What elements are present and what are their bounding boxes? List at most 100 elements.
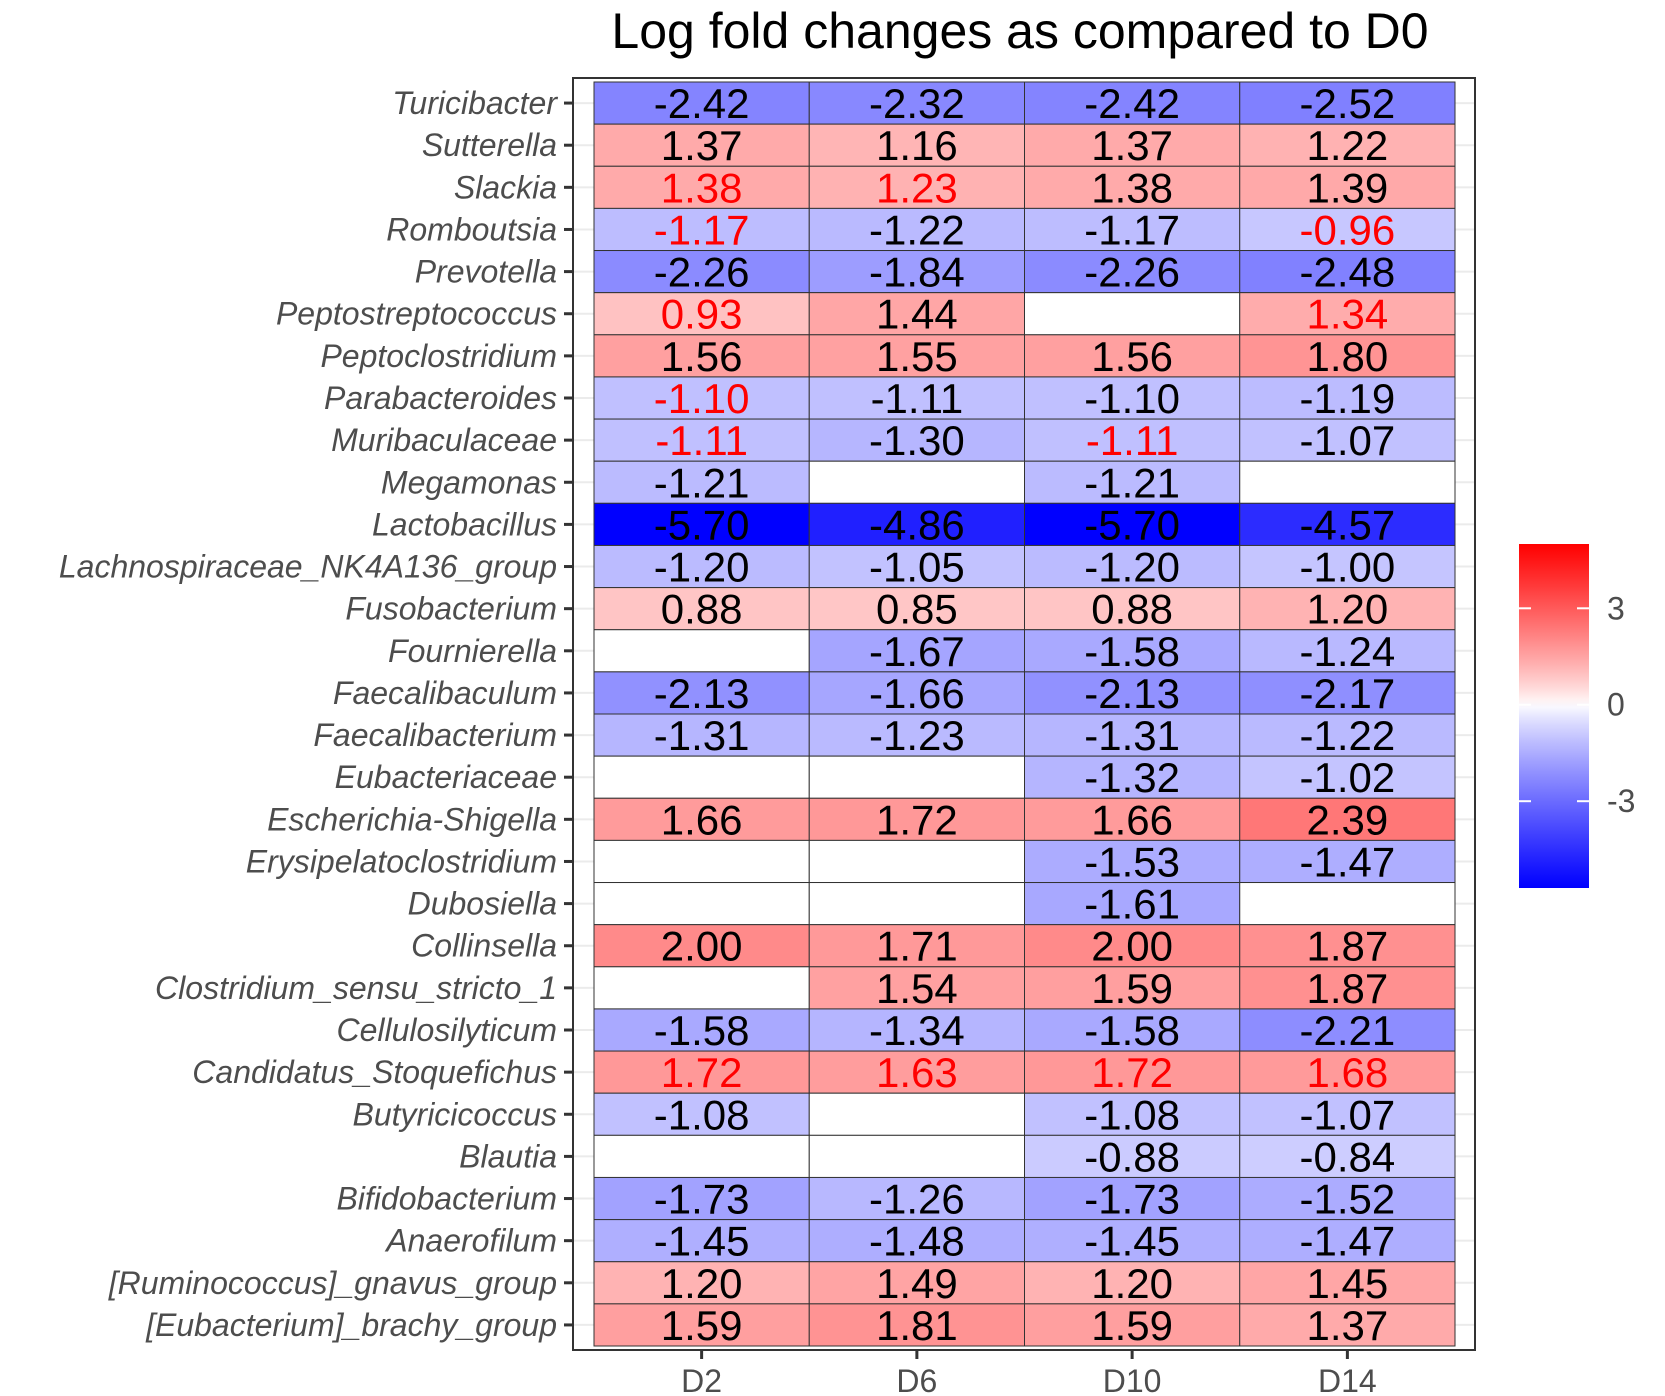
x-tick-label: D2 — [681, 1363, 722, 1396]
cell-value: -2.42 — [1084, 80, 1180, 127]
cell-value: -1.47 — [1300, 838, 1396, 885]
cell-value: -4.57 — [1300, 501, 1396, 548]
cell-value: 1.45 — [1307, 1260, 1389, 1307]
cell-value: -1.19 — [1300, 375, 1396, 422]
y-tick-label: Collinsella — [411, 928, 557, 964]
heatmap-cell — [1024, 376, 1241, 420]
cell-value: 1.87 — [1307, 965, 1389, 1012]
cell-value: 1.16 — [876, 122, 958, 169]
y-tick-label: Candidatus_Stoquefichus — [192, 1054, 557, 1090]
cell-value: -1.58 — [1084, 628, 1180, 675]
heatmap-cell — [1239, 671, 1456, 715]
cell-value: -1.11 — [871, 375, 964, 422]
heatmap-cell — [808, 207, 1025, 252]
heatmap-cell — [1239, 334, 1456, 378]
cell-value: -1.84 — [869, 249, 965, 296]
heatmap-cell — [1239, 1134, 1456, 1178]
cell-value: 1.66 — [661, 796, 743, 843]
heatmap-cell — [808, 1050, 1025, 1094]
heatmap-cell — [593, 1219, 810, 1263]
heatmap-cell — [593, 587, 810, 631]
heatmap-cell — [1024, 1092, 1241, 1136]
cell-value: 1.20 — [1091, 1260, 1173, 1307]
heatmap-cell — [808, 1303, 1025, 1347]
cell-value: -1.22 — [1300, 712, 1396, 759]
cell-value: 1.87 — [1307, 923, 1389, 970]
cell-value: 1.72 — [1091, 1049, 1173, 1096]
cell-value: 2.39 — [1307, 796, 1389, 843]
cell-value: -1.17 — [1084, 206, 1180, 253]
heatmap-cell — [1239, 1008, 1456, 1052]
y-tick-label: Eubacteriaceae — [335, 759, 557, 795]
y-tick-label: Blautia — [459, 1138, 557, 1174]
y-tick-label: Peptoclostridium — [320, 338, 557, 374]
heatmap-cell — [1239, 165, 1456, 209]
y-tick-label: Erysipelatoclostridium — [246, 843, 557, 879]
cell-value: -5.70 — [654, 501, 750, 548]
cell-value: 1.38 — [661, 164, 743, 211]
cell-value: 1.72 — [661, 1049, 743, 1096]
heatmap-cell — [808, 1092, 1025, 1136]
heatmap-cell — [1239, 1303, 1456, 1347]
y-tick-label: Butyricicoccus — [353, 1096, 558, 1132]
heatmap-cell — [808, 924, 1025, 968]
y-tick-label: [Ruminococcus]_gnavus_group — [108, 1265, 557, 1301]
heatmap-cell — [1239, 882, 1456, 926]
heatmap-cell — [808, 882, 1025, 926]
heatmap-cell — [1024, 81, 1241, 125]
cell-value: -2.13 — [654, 670, 750, 717]
heatmap-cell — [808, 755, 1025, 799]
cell-value: -0.88 — [1084, 1133, 1180, 1180]
heatmap-cell — [593, 1176, 810, 1221]
cell-value: -1.30 — [869, 417, 965, 464]
heatmap-cell — [593, 544, 810, 589]
cell-value: 0.93 — [661, 291, 743, 338]
heatmap-cell — [808, 671, 1025, 715]
y-tick-label: Fusobacterium — [345, 591, 557, 627]
heatmap-cell — [593, 418, 810, 462]
cell-value: -1.10 — [654, 375, 750, 422]
legend-tick-label: 0 — [1607, 687, 1625, 723]
heatmap-cell — [593, 460, 810, 504]
heatmap-cell — [1024, 502, 1241, 546]
y-tick-label: Anaerofilum — [384, 1223, 557, 1259]
heatmap-cell — [1239, 966, 1456, 1010]
heatmap-cell — [808, 292, 1025, 336]
cell-value: -1.20 — [1084, 544, 1180, 591]
cell-value: 1.72 — [876, 796, 958, 843]
cell-value: 0.88 — [661, 586, 743, 633]
cell-value: -1.45 — [654, 1218, 750, 1265]
cell-value: 1.80 — [1307, 333, 1389, 380]
cell-value: 1.44 — [876, 291, 958, 338]
y-tick-label: Cellulosilyticum — [337, 1012, 558, 1048]
cell-value: 1.37 — [1307, 1302, 1389, 1349]
heatmap-cell — [1239, 123, 1456, 167]
panel-border — [572, 77, 1476, 1351]
cell-value: -1.11 — [1086, 417, 1179, 464]
heatmap-cell — [1024, 671, 1241, 715]
y-axis: Turicibacter Sutterella Slackia Romboutsia P… — [59, 85, 573, 1343]
heatmap-cell — [593, 671, 810, 715]
y-tick-label: Lachnospiraceae_NK4A136_group — [59, 549, 557, 585]
color-legend: 3 0 -3 — [1519, 544, 1635, 888]
heatmap-cell — [593, 882, 810, 926]
cell-value: 1.37 — [661, 122, 743, 169]
heatmap-cell — [1239, 629, 1456, 673]
heatmap-cell — [1239, 81, 1456, 125]
cell-value: -1.17 — [654, 206, 750, 253]
cell-value: 1.39 — [1307, 164, 1389, 211]
cell-value: 1.55 — [876, 333, 958, 380]
y-tick-label: Dubosiella — [408, 886, 557, 922]
cell-value: -1.73 — [654, 1176, 750, 1223]
cell-value: -5.70 — [1084, 501, 1180, 548]
cell-value: -1.31 — [1084, 712, 1180, 759]
cell-value: 1.63 — [876, 1049, 958, 1096]
cell-value: 1.38 — [1091, 164, 1173, 211]
heatmap-cell — [1239, 924, 1456, 968]
cell-value: 1.23 — [876, 164, 958, 211]
heatmap-cell — [808, 797, 1025, 841]
cell-value: -2.26 — [1084, 249, 1180, 296]
heatmap-cell — [1024, 250, 1241, 294]
cell-value: -1.73 — [1084, 1176, 1180, 1223]
heatmap-cell — [1024, 1176, 1241, 1221]
